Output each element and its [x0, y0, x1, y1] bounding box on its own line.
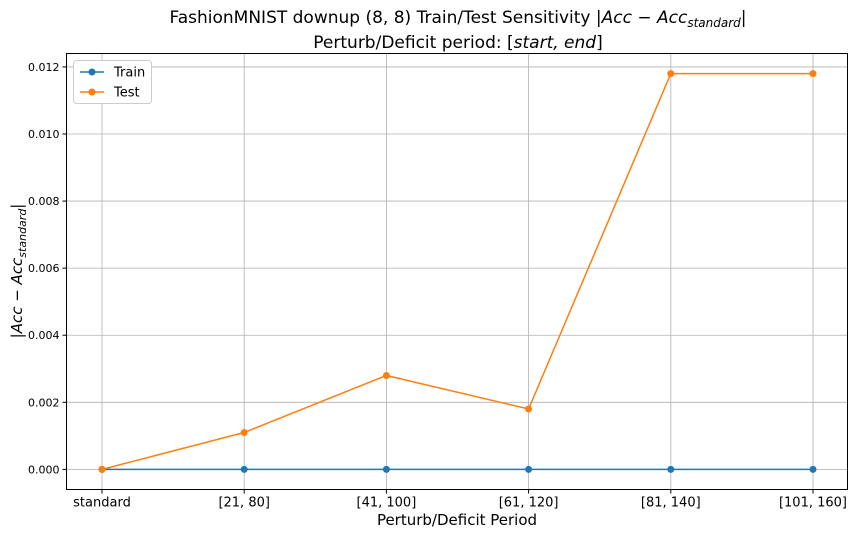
data-point [240, 428, 248, 436]
data-point [525, 465, 533, 473]
data-point [667, 70, 675, 78]
data-point [98, 465, 106, 473]
x-tick-label: [21, 80] [218, 496, 270, 511]
data-point [667, 465, 675, 473]
legend: Train Test [73, 60, 152, 104]
legend-test-label: Test [113, 86, 140, 101]
data-point [382, 465, 390, 473]
series-line [101, 72, 813, 471]
x-axis-ticks: standard [21, 80] [41, 100] [61, 120] [81, 1… [73, 489, 847, 511]
chart-title-line2: Perturb/Deficit period: [start, end] [313, 33, 602, 53]
x-tick-label: standard [73, 496, 131, 511]
series-test [98, 70, 817, 473]
legend-train-marker [88, 68, 96, 76]
y-tick-label: 0.004 [28, 329, 60, 342]
data-point [809, 70, 817, 78]
data-point [809, 465, 817, 473]
grid [66, 53, 848, 490]
legend-test-marker [88, 88, 96, 96]
x-tick-label: [101, 160] [779, 496, 847, 511]
x-tick-label: [41, 100] [357, 496, 417, 511]
chart-title-line1: FashionMNIST downup (8, 8) Train/Test Se… [170, 8, 747, 30]
x-tick-label: [81, 140] [641, 496, 701, 511]
data-point [382, 371, 390, 379]
y-axis-label: |Acc − Accstandard| [8, 204, 29, 339]
data-point [525, 405, 533, 413]
y-tick-label: 0.000 [28, 463, 60, 476]
y-tick-label: 0.006 [28, 262, 60, 275]
plot-frame [66, 53, 848, 490]
series-train [98, 465, 817, 473]
legend-train-label: Train [113, 66, 145, 81]
y-tick-label: 0.002 [28, 396, 60, 409]
x-tick-label: [61, 120] [499, 496, 559, 511]
x-axis-label: Perturb/Deficit Period [377, 511, 537, 529]
series-layer [98, 70, 817, 473]
y-tick-label: 0.012 [28, 61, 60, 74]
y-axis-ticks: 0.000 0.002 0.004 0.006 0.008 0.010 0.012 [28, 61, 67, 476]
y-tick-label: 0.010 [28, 128, 60, 141]
data-point [240, 465, 248, 473]
y-tick-label: 0.008 [28, 195, 60, 208]
